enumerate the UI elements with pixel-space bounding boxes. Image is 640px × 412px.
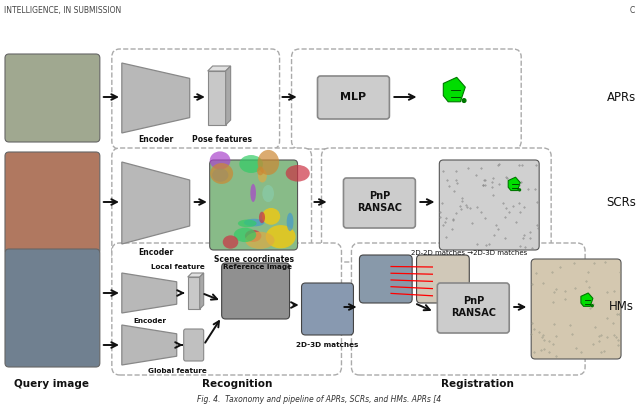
FancyBboxPatch shape xyxy=(360,255,412,303)
FancyBboxPatch shape xyxy=(531,259,621,359)
Ellipse shape xyxy=(234,228,256,242)
Text: SCRs: SCRs xyxy=(606,196,636,208)
FancyBboxPatch shape xyxy=(112,49,280,149)
FancyBboxPatch shape xyxy=(112,243,342,375)
Text: 2D-2D matches →2D-3D matches: 2D-2D matches →2D-3D matches xyxy=(411,250,527,256)
Polygon shape xyxy=(122,63,189,133)
Polygon shape xyxy=(122,325,177,365)
Ellipse shape xyxy=(257,150,279,175)
Circle shape xyxy=(462,99,466,103)
Bar xyxy=(188,277,200,309)
Ellipse shape xyxy=(262,208,280,225)
Text: Encoder: Encoder xyxy=(138,248,173,257)
Bar xyxy=(207,71,226,125)
FancyBboxPatch shape xyxy=(5,152,100,254)
Ellipse shape xyxy=(223,235,238,249)
Text: Encoder: Encoder xyxy=(133,318,166,324)
Ellipse shape xyxy=(266,225,296,248)
FancyBboxPatch shape xyxy=(184,329,204,361)
FancyBboxPatch shape xyxy=(5,249,100,367)
Text: HMs: HMs xyxy=(609,300,634,314)
Text: INTELLIGENCE, IN SUBMISSION: INTELLIGENCE, IN SUBMISSION xyxy=(4,6,121,15)
Ellipse shape xyxy=(210,151,230,170)
Text: Registration: Registration xyxy=(441,379,514,389)
FancyBboxPatch shape xyxy=(210,160,298,250)
Polygon shape xyxy=(188,273,204,277)
Polygon shape xyxy=(444,77,465,102)
Text: Encoder: Encoder xyxy=(138,134,173,143)
Ellipse shape xyxy=(239,155,263,173)
FancyBboxPatch shape xyxy=(112,148,312,262)
FancyBboxPatch shape xyxy=(317,76,389,119)
Text: Reference image: Reference image xyxy=(223,264,292,270)
Ellipse shape xyxy=(262,185,274,202)
Text: PnP
RANSAC: PnP RANSAC xyxy=(357,191,402,213)
FancyBboxPatch shape xyxy=(344,178,415,228)
Ellipse shape xyxy=(257,166,264,176)
Ellipse shape xyxy=(285,165,310,182)
Polygon shape xyxy=(122,162,189,244)
Text: Recognition: Recognition xyxy=(202,379,273,389)
Text: PnP
RANSAC: PnP RANSAC xyxy=(451,296,496,318)
FancyBboxPatch shape xyxy=(301,283,353,335)
Text: MLP: MLP xyxy=(340,92,367,102)
FancyBboxPatch shape xyxy=(5,54,100,142)
Ellipse shape xyxy=(245,232,275,249)
Ellipse shape xyxy=(245,230,261,242)
FancyBboxPatch shape xyxy=(417,255,469,303)
Polygon shape xyxy=(200,273,204,309)
FancyBboxPatch shape xyxy=(292,49,521,149)
Circle shape xyxy=(518,189,520,191)
FancyBboxPatch shape xyxy=(351,243,585,375)
Polygon shape xyxy=(207,66,230,71)
Text: APRs: APRs xyxy=(607,91,636,103)
Ellipse shape xyxy=(244,219,264,227)
Ellipse shape xyxy=(238,220,257,227)
Polygon shape xyxy=(508,177,520,190)
Text: 2D-3D matches: 2D-3D matches xyxy=(296,342,358,348)
FancyBboxPatch shape xyxy=(321,148,551,262)
Ellipse shape xyxy=(258,169,267,183)
Text: C: C xyxy=(630,6,635,15)
Text: Pose features: Pose features xyxy=(191,134,252,143)
Text: Global feature: Global feature xyxy=(148,368,207,374)
Text: Local feature: Local feature xyxy=(151,264,205,270)
FancyBboxPatch shape xyxy=(221,263,289,319)
Text: Fig. 4.  Taxonomy and pipeline of APRs, SCRs, and HMs. APRs [4: Fig. 4. Taxonomy and pipeline of APRs, S… xyxy=(198,396,442,405)
Ellipse shape xyxy=(210,163,233,184)
Text: Query image: Query image xyxy=(15,379,90,389)
Text: Scene coordinates: Scene coordinates xyxy=(214,255,294,265)
Ellipse shape xyxy=(212,169,228,182)
Ellipse shape xyxy=(287,213,294,231)
FancyBboxPatch shape xyxy=(437,283,509,333)
FancyBboxPatch shape xyxy=(439,160,539,250)
Polygon shape xyxy=(122,273,177,313)
Ellipse shape xyxy=(250,184,256,202)
Polygon shape xyxy=(226,66,230,125)
Polygon shape xyxy=(581,293,593,307)
Ellipse shape xyxy=(259,212,265,223)
Circle shape xyxy=(591,304,593,307)
